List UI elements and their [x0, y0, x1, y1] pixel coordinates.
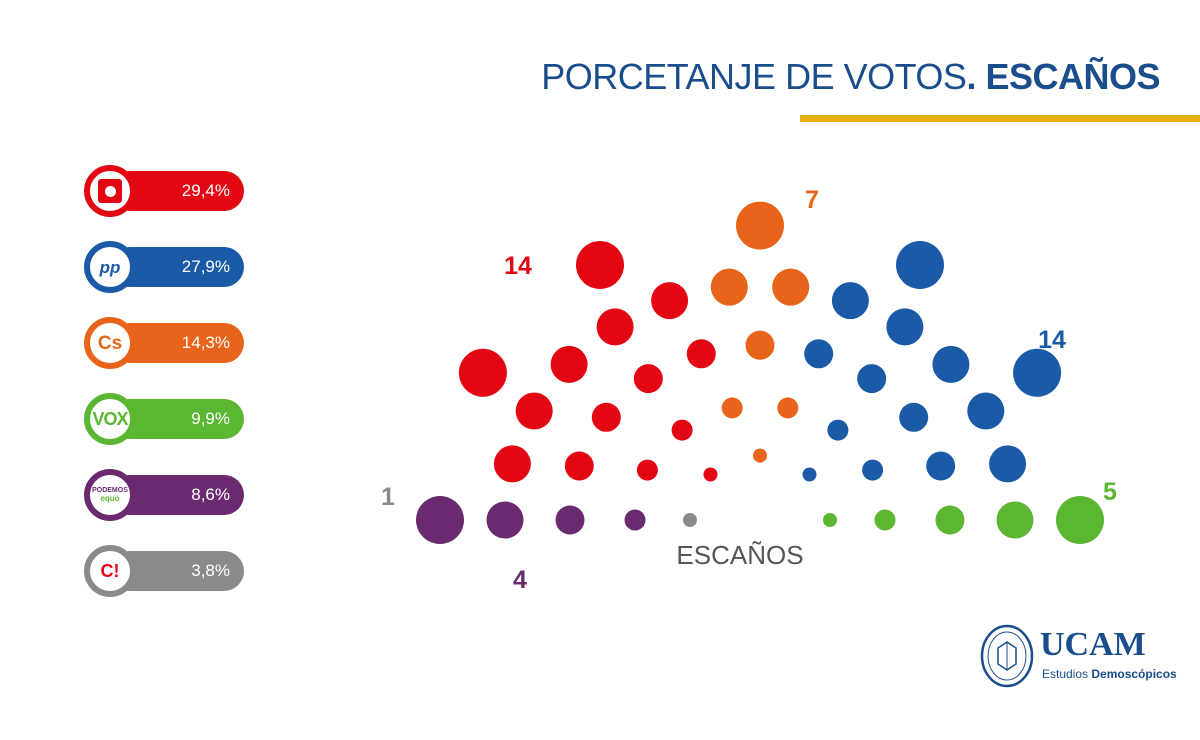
- seat-dot: [932, 345, 970, 383]
- legend-row-cs: 14,3% Cs: [84, 317, 244, 369]
- legend-percent: 8,6%: [191, 485, 230, 504]
- podemos-logo-icon: PODEMOS equo: [84, 469, 136, 521]
- ucam-wordmark: UCAM: [1040, 626, 1146, 663]
- seat-dot: [458, 348, 507, 397]
- legend-percent: 29,4%: [181, 181, 230, 200]
- seat-dot: [967, 392, 1005, 430]
- seat-dot: [564, 451, 594, 481]
- seat-dot: [857, 364, 887, 394]
- pp-logo-text: pp: [99, 257, 121, 277]
- seat-dot: [736, 201, 784, 250]
- legend-row-psoe: 29,4%: [84, 165, 244, 217]
- seat-dot: [721, 397, 743, 419]
- seat-dot: [1013, 348, 1062, 397]
- seat-dot: [777, 397, 799, 419]
- legend-row-podemos: 8,6% PODEMOS equo: [84, 469, 244, 521]
- podemos-logo-sub: equo: [100, 494, 120, 503]
- pp-logo-icon: pp: [84, 241, 136, 293]
- legend-row-ci: 3,8% C!: [84, 545, 244, 597]
- seat-dot: [996, 501, 1034, 539]
- seat-dot: [633, 364, 663, 394]
- seat-dot: [651, 282, 689, 320]
- seat-dot: [493, 445, 531, 483]
- ci-logo-icon: C!: [84, 545, 136, 597]
- seat-dot: [486, 501, 524, 539]
- vox-logo-icon: VOX: [84, 393, 136, 445]
- legend-percent: 14,3%: [181, 333, 230, 352]
- seat-dot: [591, 402, 621, 432]
- seat-count-label: 1: [381, 483, 395, 511]
- legend-row-vox: 9,9% VOX: [84, 393, 244, 445]
- seat-dot: [550, 345, 588, 383]
- seat-dot: [935, 505, 965, 535]
- seat-dot: [745, 330, 775, 360]
- ci-logo-text: C!: [100, 561, 120, 581]
- chart-center-label: ESCAÑOS: [676, 540, 803, 570]
- seat-dot: [886, 308, 924, 346]
- seat-dot: [831, 282, 869, 320]
- seat-dot: [416, 496, 464, 544]
- seat-dot: [802, 467, 817, 482]
- seat-dot: [989, 445, 1027, 483]
- page-title: PORCETANJE DE VOTOS. ESCAÑOS: [541, 56, 1160, 98]
- cs-logo-text: Cs: [97, 332, 123, 354]
- ucam-subtitle-bold: Demoscópicos: [1091, 667, 1177, 681]
- podemos-logo-text: PODEMOS equo: [92, 487, 128, 503]
- vox-logo-text: VOX: [92, 409, 128, 429]
- seat-count-label: 14: [1038, 326, 1066, 354]
- seat-dot: [772, 268, 810, 306]
- seat-count-label: 4: [513, 566, 527, 594]
- seat-dot: [710, 268, 748, 306]
- legend-percent: 27,9%: [181, 257, 230, 276]
- seat-dot: [804, 339, 834, 369]
- party-legend: 29,4% 27,9% pp 14,3% Cs 9,9% VOX 8,6% PO…: [84, 165, 244, 621]
- seat-dot: [1056, 496, 1104, 544]
- seat-dot: [827, 419, 849, 441]
- legend-percent: 3,8%: [191, 561, 230, 580]
- seat-dot: [576, 241, 624, 289]
- seat-dot: [874, 509, 896, 531]
- podemos-logo-main: PODEMOS: [92, 487, 128, 494]
- legend-percent: 9,9%: [191, 409, 230, 428]
- seat-dot: [899, 402, 929, 432]
- title-underline: [800, 115, 1200, 122]
- seat-dot: [703, 467, 718, 482]
- seat-dot: [624, 509, 646, 531]
- seat-count-label: 5: [1103, 478, 1117, 506]
- cs-logo-icon: Cs: [84, 317, 136, 369]
- psoe-logo-icon: [84, 165, 136, 217]
- ucam-subtitle: Estudios Demoscópicos: [1042, 667, 1177, 681]
- seat-dot: [515, 392, 553, 430]
- ucam-subtitle-regular: Estudios: [1042, 667, 1092, 681]
- seat-dot: [753, 448, 767, 463]
- seat-count-label: 7: [805, 186, 819, 214]
- ucam-seal-icon: [980, 624, 1034, 688]
- seat-dot: [862, 459, 884, 481]
- seat-dot: [683, 513, 697, 527]
- seat-count-label: 14: [504, 252, 532, 280]
- title-regular: PORCETANJE DE VOTOS: [541, 56, 967, 97]
- seat-dot: [823, 513, 837, 527]
- legend-row-pp: 27,9% pp: [84, 241, 244, 293]
- seat-dot: [636, 459, 658, 481]
- seat-dot: [555, 505, 585, 535]
- seat-dot: [926, 451, 956, 481]
- seat-dot: [686, 339, 716, 369]
- seat-dot: [896, 241, 944, 289]
- title-bold: . ESCAÑOS: [966, 56, 1160, 97]
- seat-dot: [671, 419, 693, 441]
- seat-dot: [596, 308, 634, 346]
